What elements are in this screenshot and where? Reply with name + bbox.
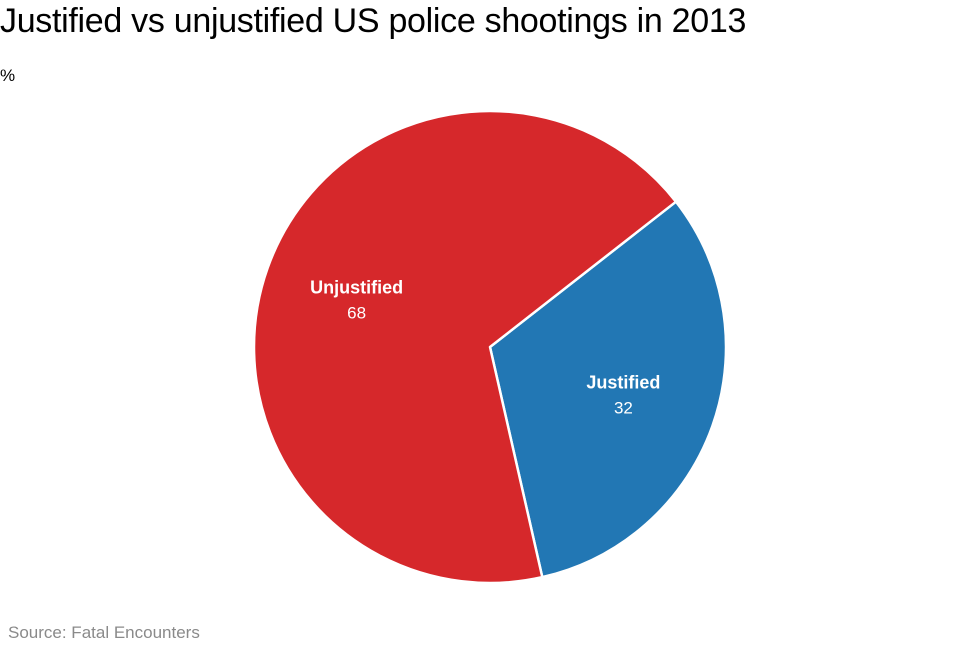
source-note: Source: Fatal Encounters: [8, 623, 200, 642]
slice-justified: [488, 200, 728, 579]
slice-label-justified: Justified: [586, 373, 660, 393]
unit-label: %: [0, 66, 16, 85]
chart-title: Justified vs unjustified US police shoot…: [0, 2, 747, 40]
slice-label-unjustified: Unjustified: [310, 278, 403, 298]
slice-unjustified: [252, 109, 678, 585]
pie-slices: [252, 109, 728, 585]
pie-labels: Justified 32 Unjustified 68: [310, 278, 660, 418]
slice-value-unjustified: 68: [347, 304, 366, 323]
slice-value-justified: 32: [614, 399, 633, 418]
